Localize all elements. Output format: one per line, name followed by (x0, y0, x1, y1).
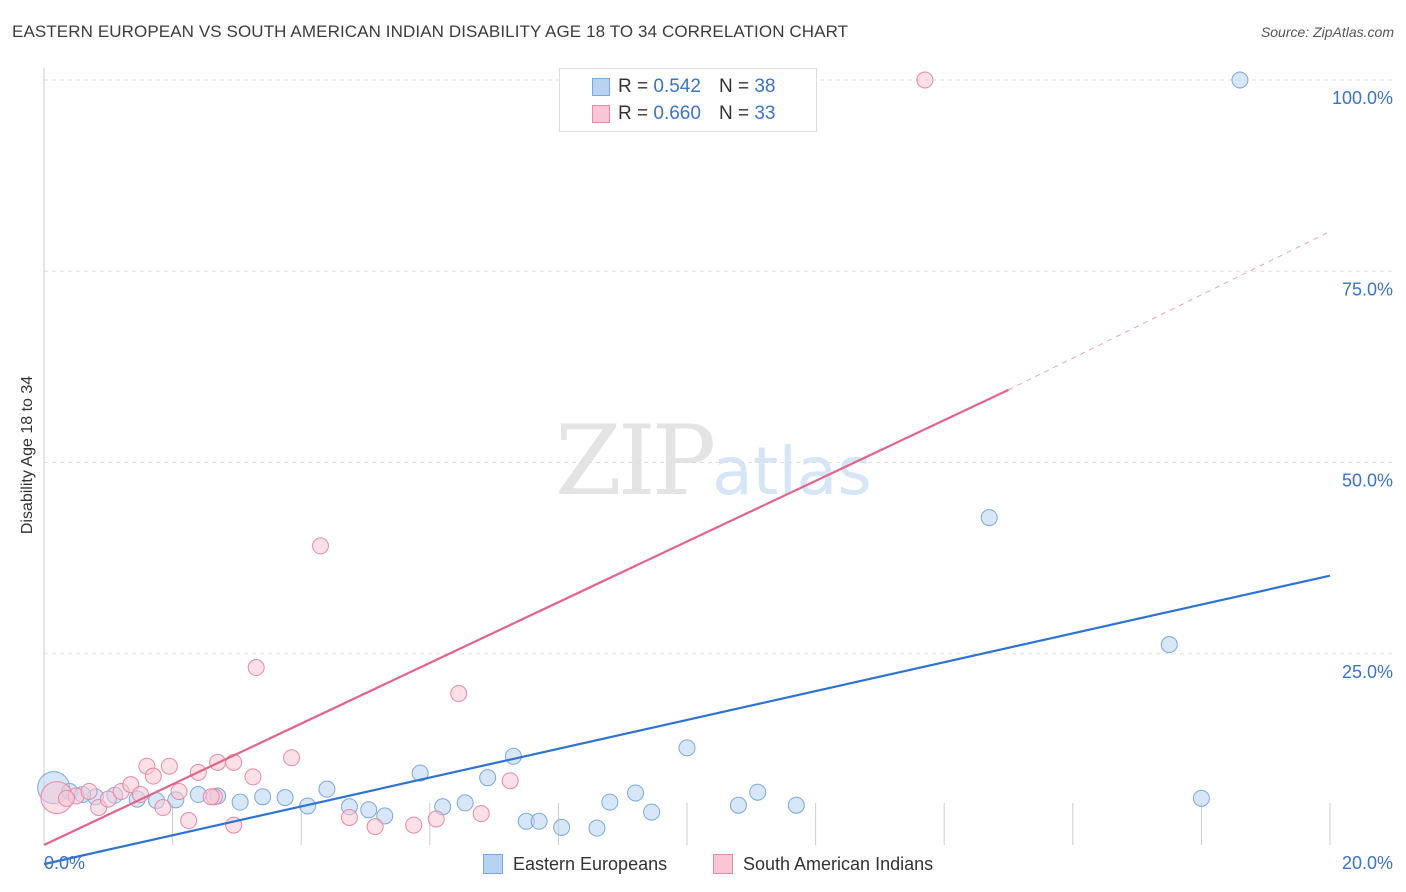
point-south-american-indian (340, 808, 358, 826)
data-points (37, 71, 1249, 837)
legend-n-label: N = (718, 76, 750, 97)
point-eastern-european (504, 747, 522, 765)
point-eastern-european (588, 819, 606, 837)
tick-labels: 25.0% 50.0% 75.0% 100.0% 0.0% 20.0% (44, 88, 1393, 873)
point-south-american-indian (501, 772, 519, 790)
point-south-american-indian (144, 767, 162, 785)
watermark-atlas: atlas (712, 433, 872, 510)
point-eastern-european (553, 818, 571, 836)
y-tick-label: 50.0% (1342, 471, 1393, 491)
y-tick-label: 25.0% (1342, 662, 1393, 682)
x-tick-label: 20.0% (1342, 853, 1393, 873)
point-south-american-indian (405, 816, 423, 834)
point-south-american-indian (916, 71, 934, 89)
legend-n-value-south-american: 33 (754, 103, 776, 124)
legend-swatch-pink (592, 105, 610, 123)
point-south-american-indian (154, 799, 172, 817)
trendline-eastern-european (43, 574, 1331, 866)
series-name-south-american: South American Indians (743, 853, 934, 874)
point-eastern-european (749, 783, 767, 801)
point-eastern-european (601, 793, 619, 811)
legend-r-label: R = (618, 103, 649, 124)
point-eastern-european (479, 769, 497, 787)
point-eastern-european (456, 794, 474, 812)
legend-n-label: N = (718, 103, 750, 124)
trendline-south-american-indian (43, 388, 1009, 846)
point-eastern-european (1160, 636, 1178, 654)
point-south-american-indian (472, 805, 490, 823)
stats-legend: R = 0.542 N = 38 R = 0.660 N = 33 (559, 68, 817, 132)
point-south-american-indian (202, 788, 220, 806)
point-eastern-european (254, 788, 272, 806)
series-legend-eastern: Eastern Europeans (483, 852, 667, 876)
point-eastern-european (643, 803, 661, 821)
legend-row-south-american: R = 0.660 N = 33 (592, 103, 776, 125)
point-south-american-indian (160, 757, 178, 775)
legend-r-value-south-american: 0.660 (653, 103, 701, 124)
legend-n-value-eastern: 38 (754, 76, 776, 97)
point-eastern-european (376, 807, 394, 825)
point-eastern-european (1192, 789, 1210, 807)
point-south-american-indian (244, 768, 262, 786)
legend-row-eastern: R = 0.542 N = 38 (592, 76, 776, 98)
point-south-american-indian (427, 810, 445, 828)
legend-swatch-blue (592, 78, 610, 96)
axes (43, 68, 1331, 845)
y-tick-label: 75.0% (1342, 279, 1393, 299)
legend-r-label: R = (618, 76, 649, 97)
chart-title: EASTERN EUROPEAN VS SOUTH AMERICAN INDIA… (12, 22, 849, 41)
point-eastern-european (980, 509, 998, 527)
point-eastern-european (678, 739, 696, 757)
series-name-eastern: Eastern Europeans (513, 853, 668, 874)
source-credit: Source: ZipAtlas.com (1260, 24, 1394, 40)
trend-lines (43, 231, 1331, 866)
point-eastern-european (231, 793, 249, 811)
point-eastern-european (627, 784, 645, 802)
point-eastern-european (729, 796, 747, 814)
point-eastern-european (530, 812, 548, 830)
point-eastern-european (1231, 71, 1249, 89)
grid-lines (44, 79, 1395, 655)
point-south-american-indian (99, 790, 117, 808)
y-axis-label: Disability Age 18 to 34 (19, 375, 36, 535)
y-tick-label: 100.0% (1332, 88, 1393, 108)
point-eastern-european (411, 764, 429, 782)
point-south-american-indian (450, 685, 468, 703)
trendline-south-american-indian-extension (1008, 231, 1331, 391)
series-legend-south-american: South American Indians (713, 852, 933, 876)
legend-r-value-eastern: 0.542 (653, 76, 701, 97)
point-south-american-indian (58, 789, 76, 807)
point-eastern-european (787, 796, 805, 814)
point-south-american-indian (247, 659, 265, 677)
point-south-american-indian (283, 749, 301, 767)
point-south-american-indian (311, 537, 329, 555)
point-eastern-european (318, 780, 336, 798)
point-south-american-indian (170, 782, 188, 800)
watermark-zip: ZIP (555, 405, 716, 517)
point-eastern-european (276, 789, 294, 807)
point-eastern-european (360, 801, 378, 819)
point-south-american-indian (225, 753, 243, 771)
point-south-american-indian (180, 812, 198, 830)
series-swatch-blue (483, 854, 503, 874)
watermark: ZIPatlas (555, 405, 872, 517)
series-swatch-pink (713, 854, 733, 874)
point-south-american-indian (80, 782, 98, 800)
point-south-american-indian (366, 818, 384, 836)
x-tick-label: 0.0% (44, 853, 85, 873)
